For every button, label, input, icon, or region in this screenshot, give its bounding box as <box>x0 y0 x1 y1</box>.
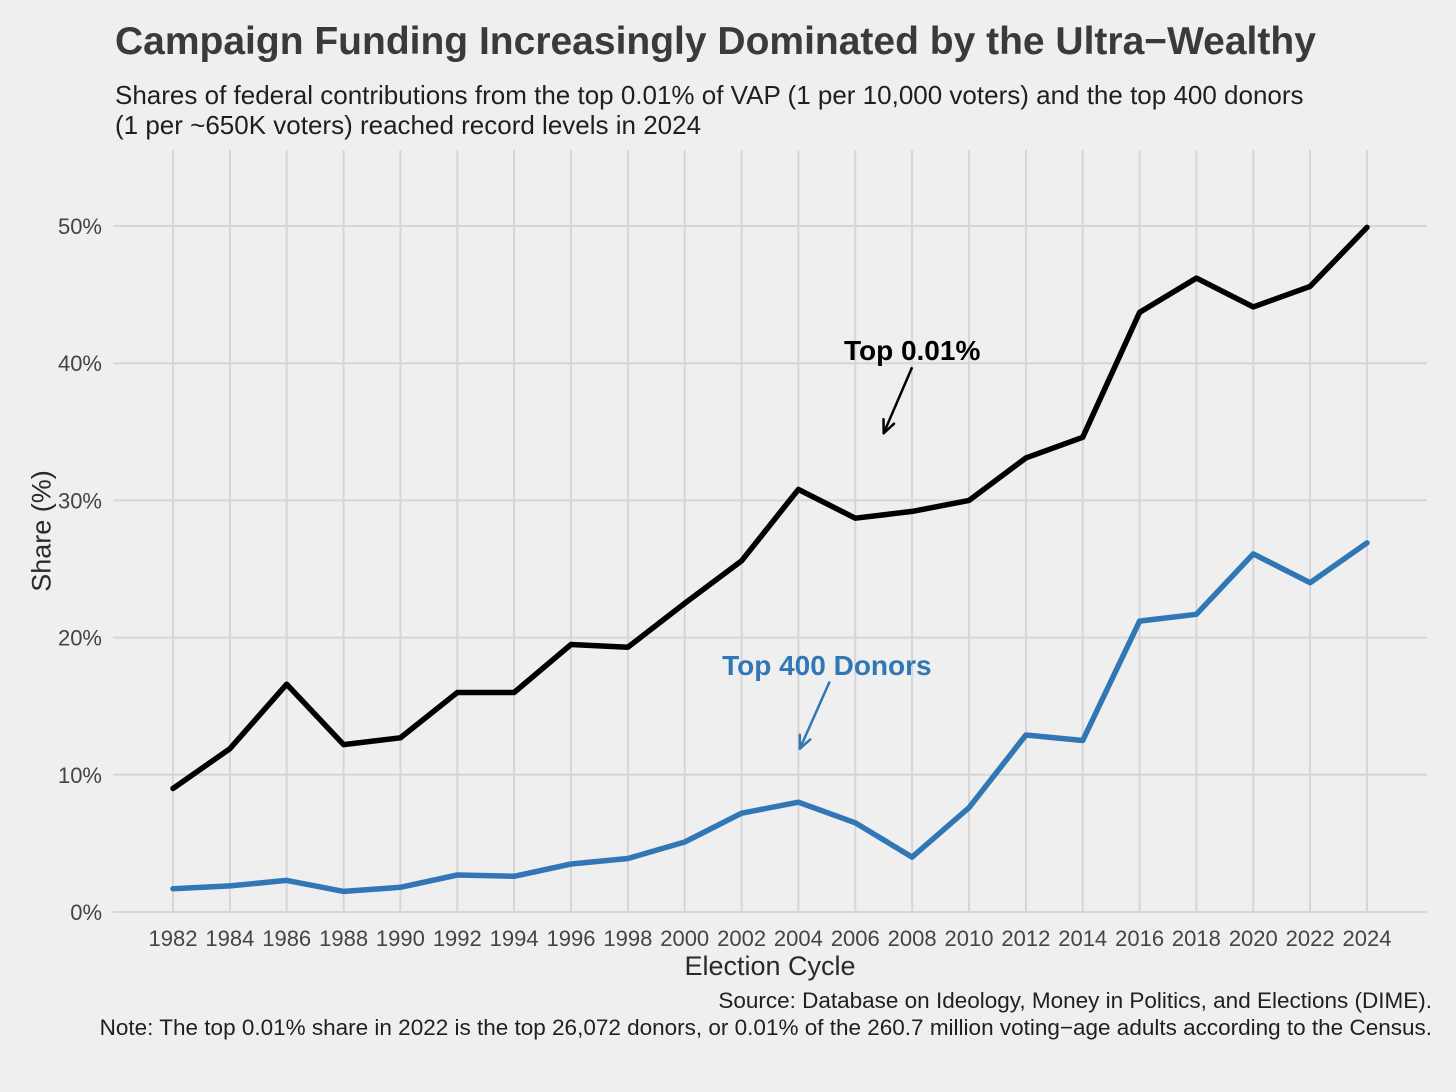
y-tick-label: 30% <box>58 488 102 513</box>
y-tick-label: 50% <box>58 214 102 239</box>
source-text: Source: Database on Ideology, Money in P… <box>718 988 1432 1013</box>
x-tick-label: 2020 <box>1229 926 1278 951</box>
x-tick-label: 1994 <box>490 926 539 951</box>
x-tick-label: 2008 <box>888 926 937 951</box>
chart-subtitle: Shares of federal contributions from the… <box>115 80 1304 140</box>
chart-title: Campaign Funding Increasingly Dominated … <box>115 20 1316 63</box>
y-tick-label: 10% <box>58 763 102 788</box>
x-tick-label: 1984 <box>205 926 254 951</box>
annotation-arrow <box>882 366 914 434</box>
x-axis-title: Election Cycle <box>684 951 856 981</box>
chart-subtitle-line-1: Shares of federal contributions from the… <box>115 80 1304 110</box>
x-tick-label: 1996 <box>547 926 596 951</box>
x-tick-label: 2012 <box>1001 926 1050 951</box>
x-tick-label: 2024 <box>1343 926 1392 951</box>
annotation-arrowhead <box>798 738 812 750</box>
x-tick-label: 2014 <box>1058 926 1107 951</box>
x-tick-label: 1992 <box>433 926 482 951</box>
annotation-arrowhead <box>882 422 896 435</box>
chart-subtitle-line-2: (1 per ~650K voters) reached record leve… <box>115 110 702 140</box>
y-tick-label: 40% <box>58 351 102 376</box>
x-tick-label: 1982 <box>149 926 198 951</box>
x-tick-label: 2010 <box>945 926 994 951</box>
x-tick-label: 2006 <box>831 926 880 951</box>
x-tick-label: 1998 <box>603 926 652 951</box>
annotation-top-400-donors: Top 400 Donors <box>722 650 932 682</box>
x-tick-label: 2000 <box>660 926 709 951</box>
series-line-top-400-donors <box>170 540 1370 895</box>
caption-block: Source: Database on Ideology, Money in P… <box>32 987 1432 1041</box>
x-tick-label: 2022 <box>1286 926 1335 951</box>
x-tick-label: 1988 <box>319 926 368 951</box>
y-axis-title: Share (%) <box>26 470 57 592</box>
y-tick-label: 20% <box>58 626 102 651</box>
note-text: Note: The top 0.01% share in 2022 is the… <box>99 1015 1432 1040</box>
x-tick-label: 1986 <box>262 926 311 951</box>
x-tick-label: 2016 <box>1115 926 1164 951</box>
x-tick-label: 1990 <box>376 926 425 951</box>
y-tick-label: 0% <box>70 900 102 925</box>
x-tick-label: 2004 <box>774 926 823 951</box>
annotation-top-0-01-percent: Top 0.01% <box>843 334 981 366</box>
annotation-arrow <box>798 680 831 750</box>
x-tick-label: 2018 <box>1172 926 1221 951</box>
x-tick-label: 2002 <box>717 926 766 951</box>
series-line-top-0-01- <box>170 224 1370 792</box>
